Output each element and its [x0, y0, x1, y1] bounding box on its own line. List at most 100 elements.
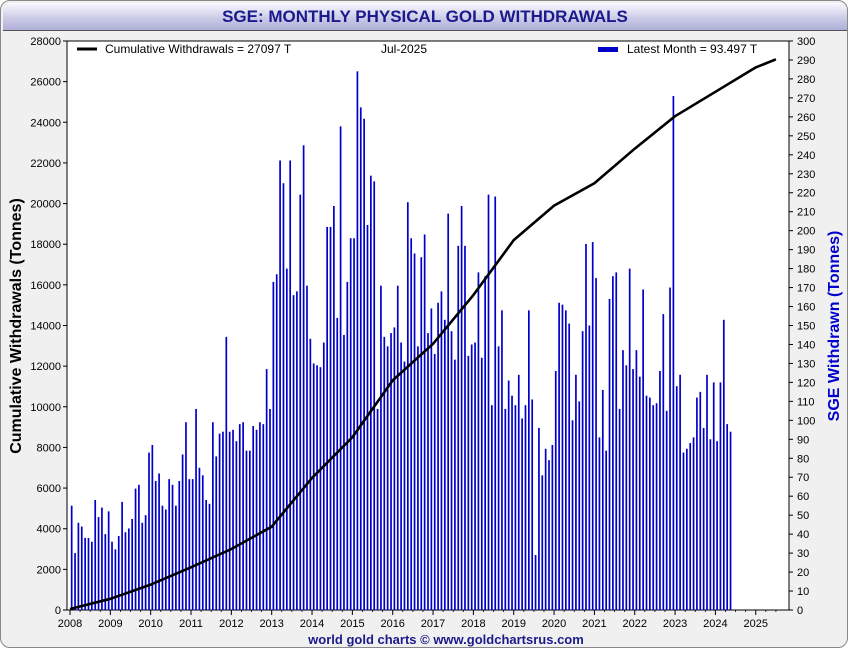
monthly-bar: [558, 302, 560, 610]
legend-latest-label: Latest Month = 93.497 T: [627, 42, 758, 56]
x-tick-label: 2021: [582, 618, 606, 630]
monthly-bar: [608, 298, 611, 610]
monthly-bar: [722, 319, 725, 610]
left-tick-label: 22000: [30, 158, 61, 170]
monthly-bar: [491, 405, 493, 610]
monthly-bar: [440, 291, 443, 610]
left-tick-label: 4000: [37, 524, 61, 536]
right-tick-label: 130: [797, 358, 815, 370]
right-tick-label: 0: [797, 605, 803, 617]
monthly-bar: [302, 145, 305, 610]
monthly-bar: [171, 484, 174, 610]
x-tick-label: 2015: [340, 618, 364, 630]
monthly-bar: [396, 285, 399, 610]
monthly-bar: [719, 382, 722, 610]
monthly-bar: [672, 96, 675, 610]
monthly-bar: [659, 371, 661, 610]
monthly-bar: [433, 353, 436, 610]
x-tick-label: 2025: [744, 618, 768, 630]
monthly-bar: [343, 334, 345, 610]
monthly-bar: [403, 361, 406, 610]
monthly-bar: [292, 295, 295, 610]
left-tick-label: 6000: [37, 483, 61, 495]
monthly-bar: [208, 503, 211, 610]
monthly-bar: [632, 369, 634, 610]
monthly-bar: [564, 310, 567, 610]
monthly-bar: [356, 71, 359, 611]
monthly-bar: [144, 515, 147, 610]
monthly-bar: [245, 450, 248, 610]
left-tick-label: 12000: [30, 361, 61, 373]
legend-date-label: Jul-2025: [381, 42, 427, 56]
x-tick-label: 2016: [380, 618, 404, 630]
monthly-bar: [544, 448, 547, 610]
right-tick-label: 190: [797, 245, 815, 257]
monthly-bar: [228, 431, 231, 610]
right-tick-label: 300: [797, 36, 815, 48]
monthly-bar: [390, 333, 392, 610]
left-axis: 0 2000 4000 6000 8000 10000 12000 14000 16000 180…: [30, 36, 67, 617]
monthly-bar: [252, 426, 255, 610]
x-tick-label: 2017: [421, 618, 445, 630]
monthly-bar: [400, 342, 402, 610]
monthly-bar: [393, 327, 396, 610]
monthly-bar: [212, 422, 214, 610]
monthly-bar: [450, 331, 453, 610]
monthly-bar: [225, 336, 228, 610]
right-tick-label: 290: [797, 55, 815, 67]
right-tick-label: 220: [797, 188, 815, 200]
monthly-bar: [74, 553, 76, 610]
monthly-bar: [282, 183, 285, 610]
monthly-bar: [154, 481, 157, 610]
monthly-bar: [188, 479, 191, 610]
monthly-bar: [521, 418, 523, 610]
monthly-bar: [726, 424, 729, 610]
right-tick-label: 40: [797, 529, 809, 541]
monthly-bar: [222, 431, 224, 610]
monthly-bar: [642, 289, 644, 610]
x-tick-label: 2014: [300, 618, 324, 630]
left-tick-label: 2000: [37, 564, 61, 576]
monthly-bar: [198, 467, 201, 610]
monthly-bar: [363, 118, 365, 610]
monthly-bar: [70, 505, 73, 610]
right-tick-label: 140: [797, 339, 815, 351]
x-tick-label: 2010: [138, 618, 162, 630]
monthly-bar: [420, 257, 423, 610]
left-axis-title: Cumulative Withdrawals (Tonnes): [8, 198, 25, 454]
x-tick-label: 2022: [622, 618, 646, 630]
monthly-bar: [507, 380, 510, 610]
monthly-bar: [615, 272, 618, 610]
monthly-bar: [319, 367, 322, 610]
right-tick-label: 80: [797, 453, 809, 465]
right-tick-label: 270: [797, 93, 815, 105]
monthly-bar: [265, 369, 268, 610]
monthly-bar: [84, 537, 86, 610]
left-tick-label: 10000: [30, 402, 61, 414]
x-tick-label: 2008: [58, 618, 82, 630]
monthly-bar: [413, 253, 416, 610]
left-tick-label: 18000: [30, 239, 61, 251]
monthly-bar: [316, 365, 318, 610]
monthly-bar: [191, 479, 194, 610]
x-tick-label: 2009: [98, 618, 122, 630]
left-tick-label: 28000: [30, 36, 61, 48]
monthly-bar: [242, 422, 244, 610]
monthly-bar: [578, 401, 581, 610]
monthly-bar: [255, 429, 258, 610]
monthly-bar: [514, 405, 517, 610]
monthly-bar: [605, 450, 608, 610]
left-tick-label: 24000: [30, 117, 61, 129]
monthly-bar: [423, 234, 426, 610]
monthly-bar: [601, 389, 604, 610]
monthly-bar: [285, 268, 288, 610]
right-tick-label: 240: [797, 150, 815, 162]
monthly-bar: [480, 357, 483, 610]
monthly-bar: [645, 395, 648, 610]
monthly-bar: [662, 314, 665, 610]
monthly-bar: [148, 452, 150, 610]
monthly-bar: [622, 350, 624, 610]
monthly-bar: [437, 302, 439, 610]
monthly-bar: [575, 374, 577, 610]
